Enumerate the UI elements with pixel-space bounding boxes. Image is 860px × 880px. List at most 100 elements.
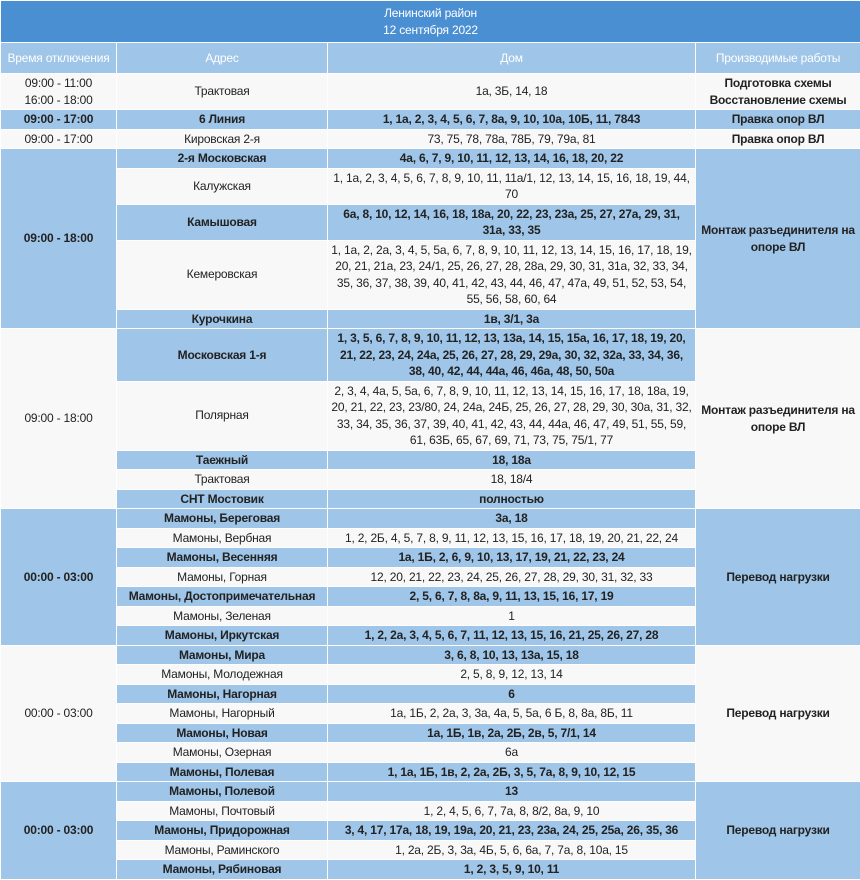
outage-time: 09:00 - 18:00 [4,410,113,427]
houses-cell: 1а, 1Б, 2, 2а, 3, 3а, 4а, 5, 5а, 6 Б, 8,… [328,704,696,724]
address-cell: 2-я Московская [117,149,328,169]
work-description: Подготовка схемы [699,75,857,92]
houses-cell: 18, 18а [328,450,696,470]
work-description: Восстановление схемы [699,92,857,109]
work-description-cell: Перевод нагрузки [696,645,860,782]
address-cell: Мамоны, Новая [117,723,328,743]
houses-cell: 1а, 3Б, 14, 18 [328,74,696,110]
houses-cell: 1, 2, 2а, 3, 4, 5, 6, 7, 11, 12, 13, 15,… [328,626,696,646]
address-cell: Мамоны, Мира [117,645,328,665]
column-header-work: Производимые работы [696,43,860,74]
houses-cell: 1, 1а, 1Б, 1в, 2, 2а, 2Б, 3, 5, 7а, 8, 9… [328,762,696,782]
address-cell: Мамоны, Весенняя [117,548,328,568]
address-cell: Мамоны, Вербная [117,528,328,548]
work-description-cell: Правка опор ВЛ [696,129,860,149]
work-description-cell: Перевод нагрузки [696,782,860,880]
houses-cell: 12, 20, 21, 22, 23, 24, 25, 26, 27, 28, … [328,567,696,587]
outage-time-cell: 09:00 - 17:00 [1,110,117,130]
houses-cell: 1, 1а, 2, 3, 4, 5, 6, 7, 8а, 9, 10, 10а,… [328,110,696,130]
address-cell: Мамоны, Нагорная [117,684,328,704]
address-cell: Кировская 2-я [117,129,328,149]
column-header-time: Время отключения [1,43,117,74]
houses-cell: 2, 3, 4, 4а, 5, 5а, 6, 7, 8, 9, 10, 11, … [328,381,696,450]
houses-cell: 1, 2, 2Б, 4, 5, 7, 8, 9, 11, 12, 13, 15,… [328,528,696,548]
address-cell: Мамоны, Полевой [117,782,328,802]
outage-time: 00:00 - 03:00 [4,822,113,839]
address-cell: Трактовая [117,470,328,490]
houses-cell: 1, 2а, 2Б, 3, 3а, 4Б, 5, 6, 6а, 7, 7а, 8… [328,840,696,860]
address-cell: Мамоны, Полевая [117,762,328,782]
work-description: Правка опор ВЛ [699,131,857,148]
outage-time-cell: 00:00 - 03:00 [1,782,117,880]
houses-cell: 1а, 1Б, 2, 6, 9, 10, 13, 17, 19, 21, 22,… [328,548,696,568]
houses-cell: 1, 1а, 2, 2а, 3, 4, 5, 5а, 6, 7, 8, 9, 1… [328,240,696,309]
outage-time-cell: 00:00 - 03:00 [1,509,117,646]
outage-time-cell: 09:00 - 17:00 [1,129,117,149]
houses-cell: 3а, 18 [328,509,696,529]
houses-cell: 1, 3, 5, 6, 7, 8, 9, 10, 11, 12, 13, 13а… [328,329,696,382]
address-cell: Мамоны, Горная [117,567,328,587]
work-description-cell: Монтаж разъединителя на опоре ВЛ [696,149,860,329]
address-cell: Таежный [117,450,328,470]
houses-cell: 1а, 1Б, 1в, 2а, 2Б, 2в, 5, 7/1, 14 [328,723,696,743]
address-cell: Калужская [117,168,328,204]
outage-time: 09:00 - 18:00 [4,230,113,247]
houses-cell: 3, 4, 17, 17а, 18, 19, 19а, 20, 21, 23, … [328,821,696,841]
table-title: Ленинский район 12 сентября 2022 [1,1,860,43]
address-cell: Кемеровская [117,240,328,309]
houses-cell: 1, 2, 4, 5, 6, 7, 7а, 8, 8/2, 8а, 9, 10 [328,801,696,821]
outage-time-cell: 09:00 - 18:00 [1,149,117,329]
houses-cell: 2, 5, 8, 9, 12, 13, 14 [328,665,696,685]
houses-cell: полностью [328,489,696,509]
houses-cell: 6а, 8, 10, 12, 14, 16, 18, 18а, 20, 22, … [328,204,696,240]
address-cell: Камышовая [117,204,328,240]
address-cell: Мамоны, Озерная [117,743,328,763]
address-cell: Мамоны, Придорожная [117,821,328,841]
address-cell: Мамоны, Рябиновая [117,860,328,880]
address-cell: Полярная [117,381,328,450]
district-title: Ленинский район [4,5,857,22]
address-cell: Курочкина [117,309,328,329]
address-cell: Мамоны, Почтовый [117,801,328,821]
outage-time: 00:00 - 03:00 [4,705,113,722]
outage-time: 16:00 - 18:00 [4,92,113,109]
outage-time-cell: 09:00 - 18:00 [1,329,117,509]
houses-cell: 6 [328,684,696,704]
work-description: Перевод нагрузки [699,705,857,722]
address-cell: Мамоны, Иркутская [117,626,328,646]
column-header-house: Дом [328,43,696,74]
houses-cell: 13 [328,782,696,802]
work-description-cell: Монтаж разъединителя на опоре ВЛ [696,329,860,509]
houses-cell: 2, 5, 6, 7, 8, 8а, 9, 11, 13, 15, 16, 17… [328,587,696,607]
work-description-cell: Правка опор ВЛ [696,110,860,130]
houses-cell: 4а, 6, 7, 9, 10, 11, 12, 13, 14, 16, 18,… [328,149,696,169]
work-description: Правка опор ВЛ [699,111,857,128]
outage-time: 09:00 - 17:00 [4,111,113,128]
outage-time-cell: 00:00 - 03:00 [1,645,117,782]
houses-cell: 1, 1а, 2, 3, 4, 5, 6, 7, 8, 9, 10, 11, 1… [328,168,696,204]
houses-cell: 6а [328,743,696,763]
address-cell: Мамоны, Нагорный [117,704,328,724]
address-cell: 6 Линия [117,110,328,130]
work-description: Перевод нагрузки [699,822,857,839]
houses-cell: 18, 18/4 [328,470,696,490]
address-cell: Мамоны, Зеленая [117,606,328,626]
address-cell: Мамоны, Береговая [117,509,328,529]
work-description: Монтаж разъединителя на опоре ВЛ [699,222,857,255]
address-cell: Трактовая [117,74,328,110]
column-header-address: Адрес [117,43,328,74]
work-description-cell: Перевод нагрузки [696,509,860,646]
outage-time: 09:00 - 17:00 [4,131,113,148]
address-cell: Московская 1-я [117,329,328,382]
